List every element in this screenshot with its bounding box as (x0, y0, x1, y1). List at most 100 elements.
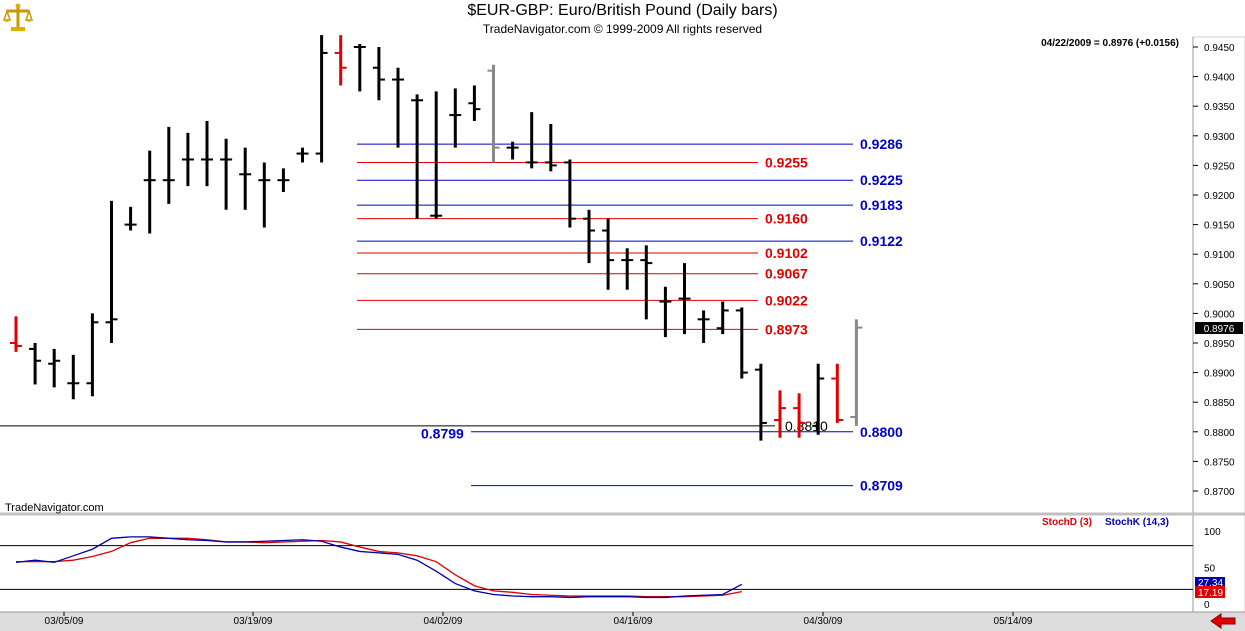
ohlc-bar (774, 390, 786, 438)
ohlc-bar (10, 316, 22, 352)
y-tick-label: 0.9350 (1204, 102, 1235, 113)
chart-header: $EUR-GBP: Euro/British Pound (Daily bars… (0, 0, 1245, 37)
ohlc-bar (430, 91, 443, 219)
ohlc-bar (735, 307, 748, 379)
ohlc-bar (201, 121, 213, 187)
ohlc-bar (468, 85, 481, 121)
ohlc-bar (392, 67, 404, 148)
red-level-label: 0.9022 (765, 292, 808, 308)
chart-title: $EUR-GBP: Euro/British Pound (Daily bars… (467, 2, 778, 19)
y-tick-label: 0.8750 (1204, 457, 1235, 468)
ohlc-bar (143, 150, 156, 234)
watermark-text: TradeNavigator.com (5, 502, 104, 514)
blue-level-label: 0.9225 (860, 172, 903, 188)
y-tick-label: 0.9400 (1204, 73, 1235, 84)
ohlc-bar (124, 206, 137, 231)
ohlc-bar (315, 35, 328, 163)
ohlc-bar (583, 209, 595, 264)
ohlc-bar (640, 245, 653, 320)
support-label: 0.8810 (785, 418, 828, 434)
ohlc-bar (697, 310, 710, 343)
stoch-line (16, 537, 742, 598)
stochk-value: 27.34 (1198, 578, 1223, 589)
y-tick-label: 0.8700 (1204, 487, 1235, 498)
stoch-y-tick-label: 50 (1204, 564, 1216, 575)
x-tick-label: 04/16/09 (614, 616, 653, 627)
scroll-left-arrow-icon[interactable] (1210, 613, 1236, 629)
ohlc-bar (850, 319, 863, 426)
ohlc-bar (449, 88, 462, 148)
ohlc-bar (296, 147, 309, 163)
stochd-legend: StochD (3) (1042, 517, 1092, 528)
stoch-y-tick-label: 100 (1204, 527, 1221, 538)
red-level-label: 0.9102 (765, 245, 808, 261)
ohlc-bar (678, 263, 691, 335)
ohlc-bar (487, 64, 500, 163)
x-tick-label: 03/19/09 (234, 616, 273, 627)
quote-readout: 04/22/2009 = 0.8976 (+0.0156) (1041, 38, 1179, 49)
x-tick-label: 05/14/09 (994, 616, 1033, 627)
last-price-label: 0.8976 (1204, 324, 1235, 335)
ohlc-bar (525, 112, 538, 169)
blue-level-label: 0.9286 (860, 136, 903, 152)
red-level-label: 0.9160 (765, 211, 808, 227)
ohlc-bar (411, 94, 424, 219)
y-tick-label: 0.9100 (1204, 250, 1235, 261)
ohlc-bar (506, 141, 519, 160)
ohlc-bar (659, 286, 672, 338)
support-label-blue: 0.8799 (421, 425, 464, 441)
y-tick-label: 0.9300 (1204, 132, 1235, 143)
ohlc-bar (258, 162, 271, 228)
red-level-label: 0.8973 (765, 321, 808, 337)
stoch-line (15, 536, 743, 599)
stochd-value-tag (1195, 586, 1225, 598)
ohlc-bar (334, 35, 347, 86)
ohlc-bar (181, 132, 194, 187)
blue-level-label: 0.8709 (860, 478, 903, 494)
blue-level-label: 0.9183 (860, 197, 903, 213)
y-tick-label: 0.8900 (1204, 369, 1235, 380)
ohlc-bar (277, 168, 290, 193)
ohlc-bar (372, 47, 385, 101)
y-tick-label: 0.9450 (1204, 43, 1235, 54)
x-tick-label: 04/02/09 (424, 616, 463, 627)
y-tick-label: 0.8800 (1204, 428, 1235, 439)
stochd-value: 17.19 (1198, 588, 1223, 599)
y-tick-label: 0.9150 (1204, 221, 1235, 232)
y-tick-label: 0.9200 (1204, 191, 1235, 202)
red-level-label: 0.9067 (765, 266, 808, 282)
ohlc-bar (563, 159, 576, 228)
ohlc-bar (793, 393, 806, 438)
ohlc-bar (220, 138, 233, 210)
stochk-legend: StochK (14,3) (1105, 517, 1169, 528)
y-tick-label: 0.8850 (1204, 398, 1235, 409)
y-tick-label: 0.9050 (1204, 280, 1235, 291)
x-tick-label: 04/30/09 (804, 616, 843, 627)
chart-subtitle: TradeNavigator.com © 1999-2009 All right… (482, 22, 763, 36)
y-tick-label: 0.9250 (1204, 161, 1235, 172)
ohlc-bar (239, 147, 252, 210)
blue-level-label: 0.8800 (860, 424, 903, 440)
ohlc-bar (67, 354, 80, 400)
ohlc-bar (602, 218, 615, 290)
gold-balance-scale-icon[interactable] (2, 2, 34, 37)
y-tick-label: 0.8950 (1204, 339, 1235, 350)
red-level-label: 0.9255 (765, 154, 808, 170)
ohlc-bar (716, 301, 729, 335)
ohlc-bar (105, 200, 118, 343)
stoch-y-tick-label: 0 (1204, 600, 1210, 611)
ohlc-bar (48, 348, 61, 388)
ohlc-bar (86, 313, 99, 397)
x-tick-label: 03/05/09 (45, 616, 84, 627)
ohlc-bar (831, 363, 844, 423)
ohlc-bar (812, 363, 825, 435)
y-tick-label: 0.9000 (1204, 309, 1235, 320)
ohlc-bar (162, 126, 175, 204)
ohlc-bar (353, 44, 366, 92)
ohlc-bar (29, 343, 42, 385)
ohlc-bar (621, 248, 634, 290)
last-price-tag (1195, 322, 1243, 334)
ohlc-bar (544, 123, 557, 172)
blue-level-label: 0.9122 (860, 233, 903, 249)
